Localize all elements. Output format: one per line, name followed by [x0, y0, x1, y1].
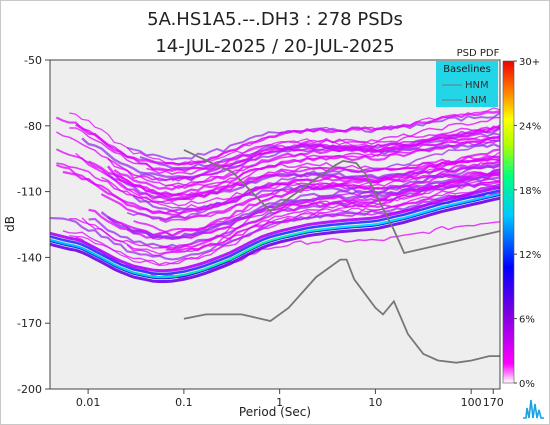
- legend-box: [436, 61, 498, 107]
- psd-spectrum: [88, 136, 500, 196]
- psd-spectrum: [159, 172, 500, 250]
- chart-title: 5A.HS1A5.--.DH3 : 278 PSDs: [147, 9, 403, 30]
- psd-spectrum: [81, 183, 500, 255]
- psd-spectrum: [107, 126, 500, 182]
- psd-spectrum: [126, 151, 500, 237]
- plot-border: [49, 59, 501, 390]
- colorbar-tick-label: 24%: [519, 121, 541, 132]
- y-axis-label: dB: [3, 216, 17, 232]
- psd-spectrum: [56, 159, 500, 215]
- high-noise-model-line: [183, 149, 500, 255]
- y-axis-ticks: -50 -80 -110 -140 -170 -200: [17, 54, 50, 396]
- y-tick-label: -80: [24, 120, 42, 133]
- psd-spectrum: [126, 163, 500, 240]
- psd-mode-curve: [50, 192, 500, 279]
- colorbar-tick-label: 18%: [519, 186, 541, 197]
- pdf-density-layer: [50, 107, 500, 283]
- psd-spectrum: [50, 185, 500, 261]
- psd-density-band: [50, 189, 500, 276]
- low-noise-model-line: [183, 258, 500, 364]
- y-tick-label: -50: [24, 54, 42, 67]
- psd-spectrum: [75, 110, 500, 166]
- colorbar-tick-label: 12%: [519, 250, 541, 261]
- legend-entry-lnm: LNM: [465, 95, 487, 106]
- x-tick-label: 170: [483, 396, 504, 409]
- colorbar-ticks: 30+ 24% 18% 12% 6% 0%: [514, 57, 541, 390]
- colorbar-tick-label: 30+: [519, 57, 540, 68]
- x-axis-label: Period (Sec): [239, 405, 311, 419]
- x-tick-label: 1: [276, 396, 283, 409]
- colorbar-label: PSD PDF: [457, 48, 500, 59]
- colorbar: [502, 60, 515, 384]
- seismic-logo: [521, 393, 547, 421]
- y-tick-label: -110: [17, 186, 42, 199]
- x-tick-label: 100: [461, 396, 482, 409]
- legend-entry-hnm: HNM: [465, 80, 489, 91]
- y-tick-label: -200: [17, 383, 42, 396]
- psd-spectrum: [126, 112, 500, 161]
- psd-spectrum: [113, 126, 500, 191]
- x-axis-ticks: 0.01 0.1 1 10 100 170: [76, 389, 504, 409]
- psd-spectrum: [69, 161, 500, 252]
- legend-title: Baselines: [443, 64, 491, 75]
- psd-spectrum: [126, 139, 500, 222]
- psd-density-band: [50, 196, 500, 283]
- chart-subtitle: 14-JUL-2025 / 20-JUL-2025: [155, 36, 394, 57]
- psd-spectrum: [100, 169, 500, 240]
- psd-density-band: [50, 185, 500, 273]
- psd-spectrum: [55, 148, 500, 203]
- noise-model-layer: [183, 149, 500, 364]
- baselines-legend: Baselines HNM LNM: [436, 61, 498, 107]
- psd-spectrum: [171, 116, 500, 182]
- psd-spectrum: [75, 221, 500, 279]
- x-tick-label: 10: [368, 396, 382, 409]
- colorbar-tick-label: 6%: [519, 315, 535, 326]
- x-tick-label: 0.01: [76, 396, 101, 409]
- colorbar-tick-label: 0%: [519, 379, 535, 390]
- x-tick-label: 0.1: [175, 396, 193, 409]
- y-tick-label: -170: [17, 317, 42, 330]
- y-tick-label: -140: [17, 251, 42, 264]
